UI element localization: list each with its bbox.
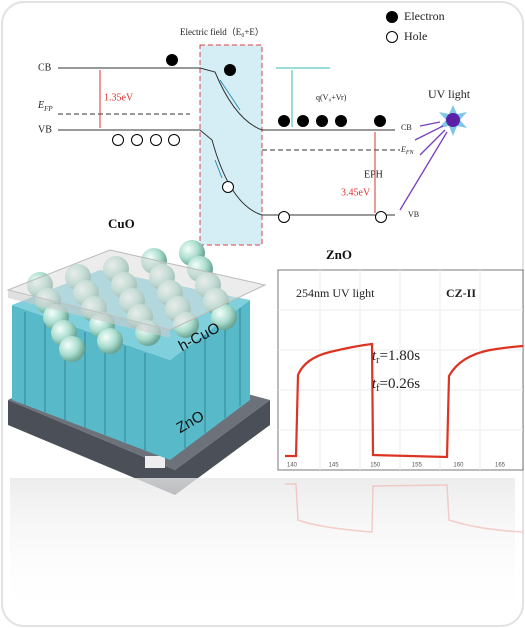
cuo-sphere	[59, 336, 85, 362]
barrier-label: q(V₀+Vr)	[316, 93, 347, 102]
hole	[279, 212, 290, 223]
x-tick-label: 150	[370, 463, 381, 469]
cuo-cb-label: CB	[38, 62, 52, 73]
electric-field-label: Electric field（E₀+E）	[180, 27, 264, 37]
reflection	[10, 478, 515, 618]
cuo-vb-label: VB	[38, 124, 52, 135]
cuo-sphere	[97, 328, 123, 354]
electron	[166, 54, 178, 66]
legend-electron: Electron	[404, 9, 445, 23]
figure: Electron Hole Electric field（E₀+E） CB VB…	[0, 0, 525, 628]
hole	[223, 182, 234, 193]
electron	[224, 64, 236, 76]
x-tick-label: 160	[453, 463, 464, 469]
uv-label: UV light	[428, 87, 471, 101]
fall-time: tf=0.26s	[372, 376, 420, 394]
hole	[376, 212, 387, 223]
zno-gap: 3.45eV	[341, 187, 371, 198]
x-tick-label: 165	[495, 463, 506, 469]
uv-source	[446, 113, 460, 127]
x-tick-label: 145	[329, 463, 340, 469]
x-tick-label: 140	[287, 463, 298, 469]
zno-cb-label: CB	[401, 123, 412, 132]
chart-sample-label: CZ-II	[446, 286, 476, 300]
hole-icon	[387, 32, 398, 43]
legend-hole: Hole	[404, 29, 427, 43]
cuo-title: CuO	[108, 216, 135, 231]
cuo-gap: 1.35eV	[104, 92, 134, 103]
eph-label: EPH	[364, 169, 383, 180]
zno-vb-label: VB	[408, 210, 419, 219]
electron-icon	[386, 11, 398, 23]
rise-time: tr=1.80s	[372, 348, 420, 366]
x-tick-label: 155	[412, 463, 423, 469]
zno-title: ZnO	[326, 247, 352, 262]
chart-light-label: 254nm UV light	[296, 286, 375, 300]
